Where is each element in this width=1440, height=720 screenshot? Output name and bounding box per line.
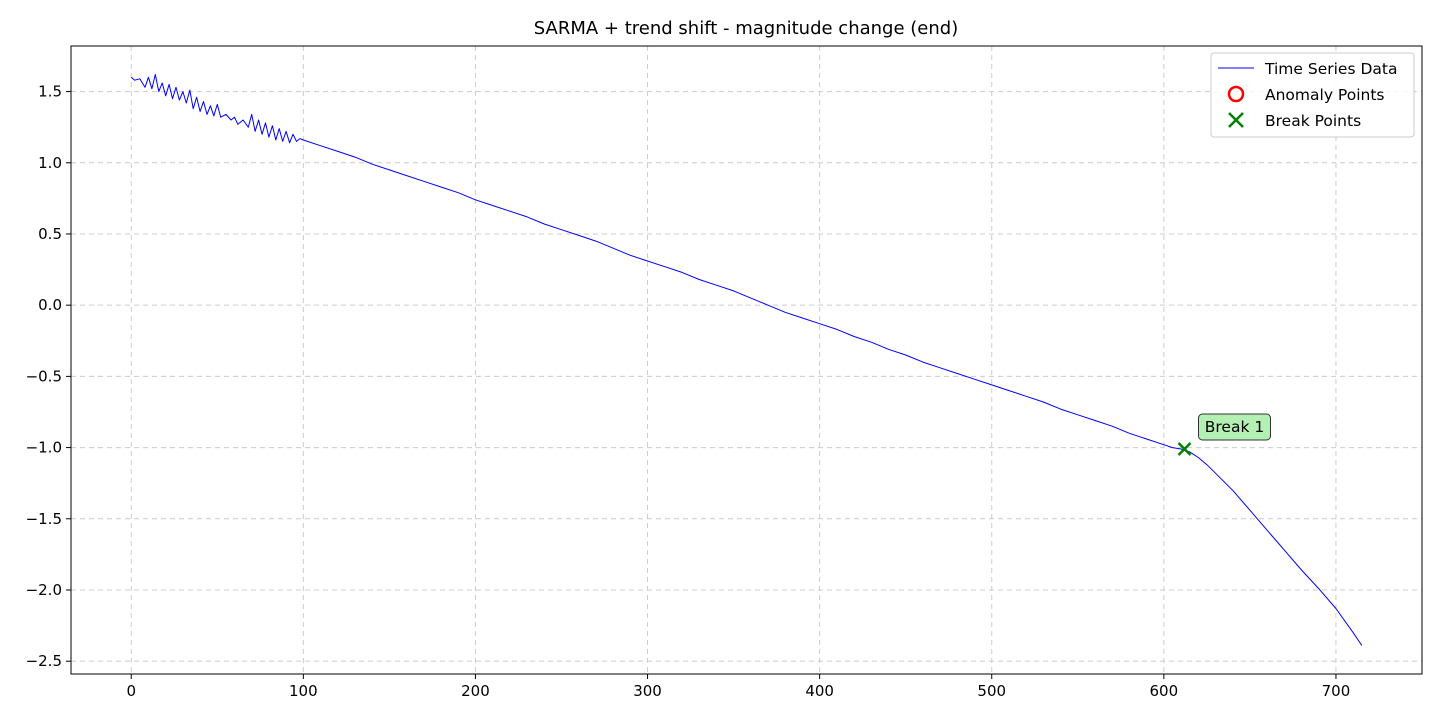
y-tick-label: −0.5 <box>26 367 62 385</box>
y-tick-label: 0.0 <box>38 296 62 314</box>
legend-break-x-icon <box>1228 112 1244 128</box>
break-annotation-label: Break 1 <box>1205 418 1264 436</box>
grid-lines <box>71 46 1422 674</box>
legend-label: Break Points <box>1265 112 1361 130</box>
axes: 0 100 200 300 400 500 600 700 1.5 1.0 0.5 0.0 −0.5 −1… <box>26 83 1351 700</box>
y-tick-label: −1.5 <box>26 510 62 528</box>
chart-title: SARMA + trend shift - magnitude change (… <box>534 18 958 39</box>
series-layer <box>130 74 1363 646</box>
x-tick-label: 700 <box>1322 682 1351 700</box>
y-tick-label: −2.0 <box>26 581 62 599</box>
x-tick-label: 0 <box>126 682 136 700</box>
break-annotation-box <box>1197 413 1271 441</box>
legend-anomaly-circle-icon <box>1227 85 1245 103</box>
y-tick-label: 1.0 <box>38 154 62 172</box>
y-tick-label: 0.5 <box>38 225 62 243</box>
x-tick-label: 300 <box>633 682 662 700</box>
series-line-time-series-data <box>130 74 1363 646</box>
y-tick-label: −2.5 <box>26 652 62 670</box>
x-tick-label: 600 <box>1150 682 1179 700</box>
x-tick-label: 400 <box>805 682 834 700</box>
plot-area-frame <box>70 45 1423 675</box>
y-tick-label: 1.5 <box>38 83 62 101</box>
break-points-layer: Break 1 <box>1177 413 1271 456</box>
legend: Time Series Data Anomaly Points Break Poin… <box>1210 52 1415 138</box>
legend-label: Anomaly Points <box>1265 86 1384 104</box>
x-tick-label: 500 <box>977 682 1006 700</box>
x-tick-label: 200 <box>461 682 490 700</box>
y-tick-label: −1.0 <box>26 439 62 457</box>
legend-label: Time Series Data <box>1264 60 1397 78</box>
x-tick-label: 100 <box>289 682 318 700</box>
legend-box <box>1210 52 1415 138</box>
break-point-marker <box>1177 442 1192 456</box>
